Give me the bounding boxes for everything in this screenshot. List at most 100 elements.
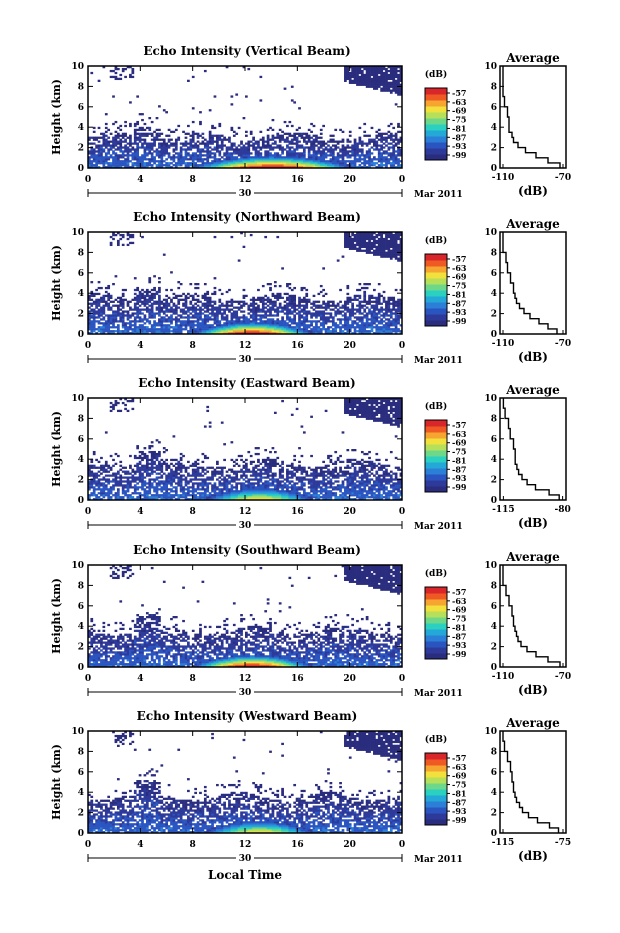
- heatmap-cell: [180, 154, 183, 156]
- heatmap-cell: [286, 162, 289, 164]
- heatmap-cell: [281, 146, 284, 148]
- heatmap-cell: [192, 324, 195, 326]
- heatmap-cell: [395, 137, 398, 139]
- heatmap-cell: [257, 164, 260, 166]
- heatmap-cell: [373, 307, 376, 309]
- heatmap-cell: [189, 135, 192, 137]
- heatmap-cell: [151, 473, 154, 475]
- heatmap-cell: [255, 324, 258, 326]
- heatmap-cell: [131, 154, 134, 156]
- heatmap-cell: [165, 480, 168, 482]
- heatmap-cell: [373, 156, 376, 158]
- heatmap-cell: [98, 293, 101, 295]
- heatmap-cell: [214, 320, 217, 322]
- heatmap-cell: [117, 137, 120, 139]
- heatmap-cell: [115, 141, 118, 143]
- heatmap-cell: [388, 309, 391, 311]
- heatmap-cell: [293, 301, 296, 303]
- heatmap-cell: [189, 141, 192, 143]
- heatmap-cell: [117, 320, 120, 322]
- heatmap-cell: [105, 478, 108, 480]
- heatmap-cell: [267, 144, 270, 146]
- heatmap-cell: [255, 322, 258, 324]
- heatmap-cell: [98, 480, 101, 482]
- heatmap-cell: [375, 141, 378, 143]
- heatmap-cell: [359, 242, 362, 244]
- heatmap-cell: [165, 299, 168, 301]
- heatmap-cell: [392, 299, 395, 301]
- heatmap-cell: [339, 289, 342, 291]
- heatmap-cell: [281, 137, 284, 139]
- heatmap-cell: [337, 156, 340, 158]
- heatmap-cell: [117, 78, 120, 80]
- heatmap-cell: [298, 107, 301, 109]
- heatmap-cell: [380, 84, 383, 86]
- heatmap-cell: [366, 314, 369, 316]
- heatmap-cell: [317, 310, 320, 312]
- heatmap-cell: [117, 494, 120, 496]
- heatmap-cell: [98, 330, 101, 332]
- heatmap-cell: [301, 310, 304, 312]
- heatmap-cell: [156, 482, 159, 484]
- heatmap-cell: [339, 307, 342, 309]
- heatmap-cell: [322, 295, 325, 297]
- heatmap-cell: [346, 246, 349, 248]
- heatmap-cell: [98, 80, 101, 82]
- heatmap-cell: [170, 271, 173, 273]
- heatmap-cell: [397, 314, 400, 316]
- heatmap-cell: [330, 164, 333, 166]
- heatmap-cell: [235, 93, 238, 95]
- heatmap-cell: [375, 254, 378, 256]
- heatmap-cell: [380, 234, 383, 236]
- heatmap-cell: [226, 326, 229, 328]
- heatmap-cell: [240, 152, 243, 154]
- heatmap-cell: [252, 326, 255, 328]
- heatmap-cell: [255, 307, 258, 309]
- heatmap-cell: [107, 475, 110, 477]
- heatmap-cell: [189, 316, 192, 318]
- heatmap-cell: [165, 469, 168, 471]
- heatmap-cell: [117, 484, 120, 486]
- heatmap-cell: [129, 139, 132, 141]
- heatmap-cell: [163, 141, 166, 143]
- heatmap-cell: [313, 160, 316, 162]
- heatmap-cell: [315, 139, 318, 141]
- heatmap-cell: [392, 74, 395, 76]
- heatmap-cell: [346, 76, 349, 78]
- heatmap-cell: [146, 164, 149, 166]
- heatmap-cell: [383, 74, 386, 76]
- heatmap-cell: [356, 78, 359, 80]
- heatmap-cell: [153, 330, 156, 332]
- heatmap-cell: [102, 316, 105, 318]
- heatmap-cell: [281, 152, 284, 154]
- heatmap-cell: [269, 322, 272, 324]
- heatmap-cell: [148, 490, 151, 492]
- heatmap-cell: [146, 135, 149, 137]
- heatmap-cell: [344, 301, 347, 303]
- heatmap-cell: [233, 164, 236, 166]
- heatmap-cell: [337, 141, 340, 143]
- heatmap-cell: [153, 494, 156, 496]
- heatmap-cell: [221, 318, 224, 320]
- heatmap-cell: [117, 305, 120, 307]
- heatmap-cell: [127, 316, 130, 318]
- heatmap-cell: [342, 146, 345, 148]
- heatmap-cell: [134, 486, 137, 488]
- heatmap-cell: [136, 143, 139, 145]
- heatmap-cell: [317, 146, 320, 148]
- heatmap-cell: [141, 162, 144, 164]
- heatmap-cell: [202, 309, 205, 311]
- heatmap-cell: [170, 320, 173, 322]
- heatmap-cell: [100, 156, 103, 158]
- heatmap-cell: [98, 320, 101, 322]
- heatmap-cell: [117, 310, 120, 312]
- heatmap-cell: [344, 70, 347, 72]
- heatmap-cell: [354, 299, 357, 301]
- heatmap-cell: [218, 326, 221, 328]
- heatmap-cell: [221, 326, 224, 328]
- heatmap-cell: [380, 135, 383, 137]
- heatmap-cell: [112, 484, 115, 486]
- heatmap-cell: [170, 496, 173, 498]
- heatmap-cell: [397, 320, 400, 322]
- heatmap-cell: [105, 494, 108, 496]
